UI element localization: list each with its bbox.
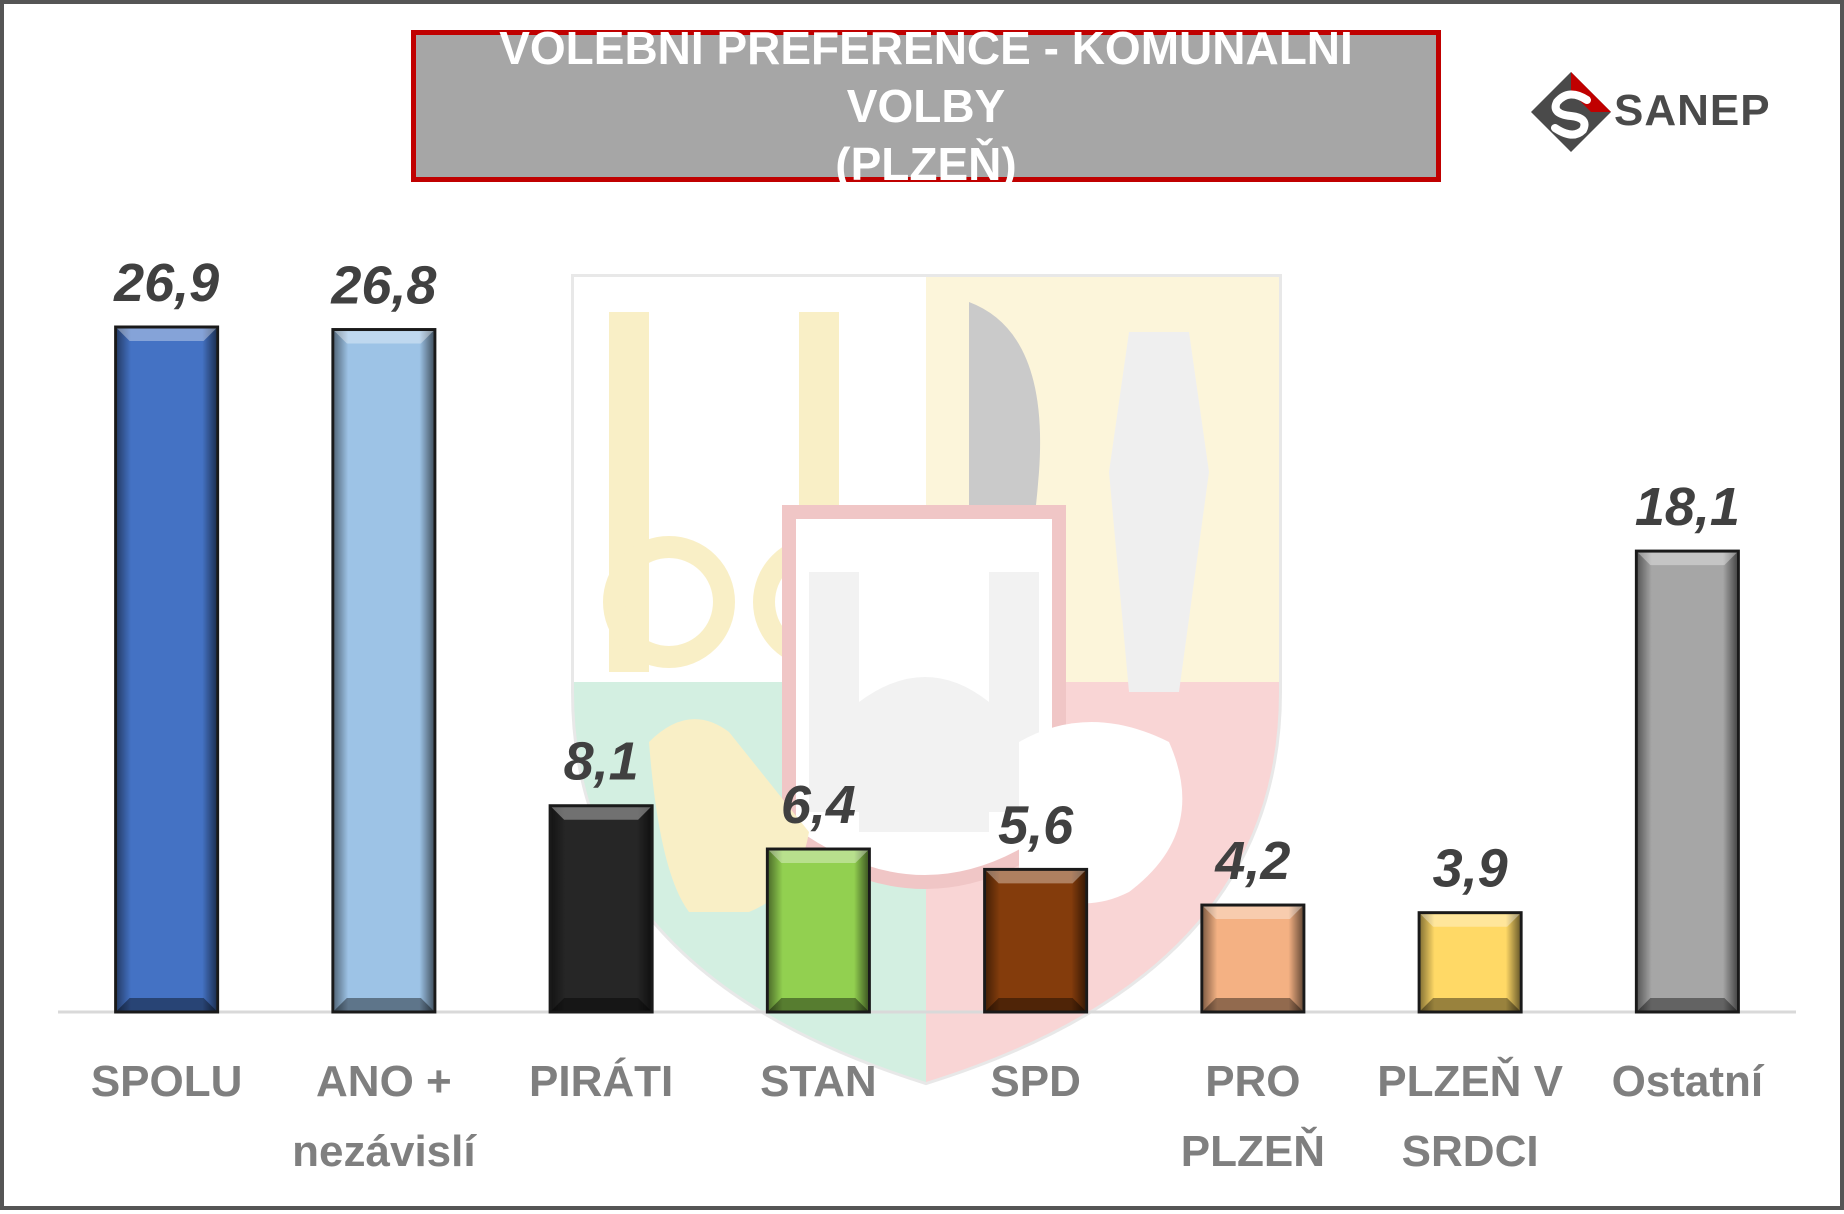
bar-6 [1417, 911, 1523, 1014]
bar-chart: 26,9 26,8 8,1 6,4 5,6 4,2 3,9 18,1 SPOLU ANO + ne… [58, 253, 1796, 1176]
sanep-logo-text: SANEP [1614, 86, 1771, 135]
category-label-4-0: SPD [990, 1057, 1080, 1106]
category-label-2-0: PIRÁTI [529, 1056, 673, 1106]
value-label-5: 4,2 [1214, 831, 1290, 891]
category-label-0-0: SPOLU [91, 1057, 243, 1106]
category-label-5-1: PLZEŇ [1181, 1126, 1325, 1176]
value-label-1: 26,8 [330, 256, 436, 316]
value-label-3: 6,4 [781, 775, 856, 835]
value-label-6: 3,9 [1433, 839, 1508, 899]
category-label-1-1: nezávislí [292, 1127, 477, 1176]
bar-7 [1634, 549, 1740, 1014]
chart-title-line-1: VOLEBNÍ PREFERENCE - KOMUNÁLNÍ VOLBY [499, 22, 1353, 132]
category-label-5-0: PRO [1205, 1057, 1300, 1106]
value-label-7: 18,1 [1635, 477, 1740, 537]
value-label-2: 8,1 [564, 732, 639, 792]
sanep-logo-icon [1531, 72, 1611, 152]
value-label-0: 26,9 [113, 253, 219, 313]
chart-title-line-2: (PLZEŇ) [835, 138, 1017, 190]
bar-0 [114, 325, 220, 1014]
bar-3 [765, 847, 871, 1014]
bar-5 [1200, 903, 1306, 1014]
category-label-6-1: SRDCI [1402, 1127, 1539, 1176]
category-label-7-0: Ostatní [1612, 1057, 1765, 1106]
bar-1 [331, 328, 437, 1014]
category-label-6-0: PLZEŇ V [1377, 1056, 1563, 1106]
bar-4 [983, 867, 1089, 1014]
value-label-4: 5,6 [998, 795, 1074, 855]
bar-2 [548, 804, 654, 1014]
category-label-1-0: ANO + [316, 1057, 452, 1106]
category-label-3-0: STAN [760, 1057, 877, 1106]
sanep-logo: SANEP [1529, 64, 1779, 160]
chart-title: VOLEBNÍ PREFERENCE - KOMUNÁLNÍ VOLBY (PL… [411, 22, 1441, 190]
